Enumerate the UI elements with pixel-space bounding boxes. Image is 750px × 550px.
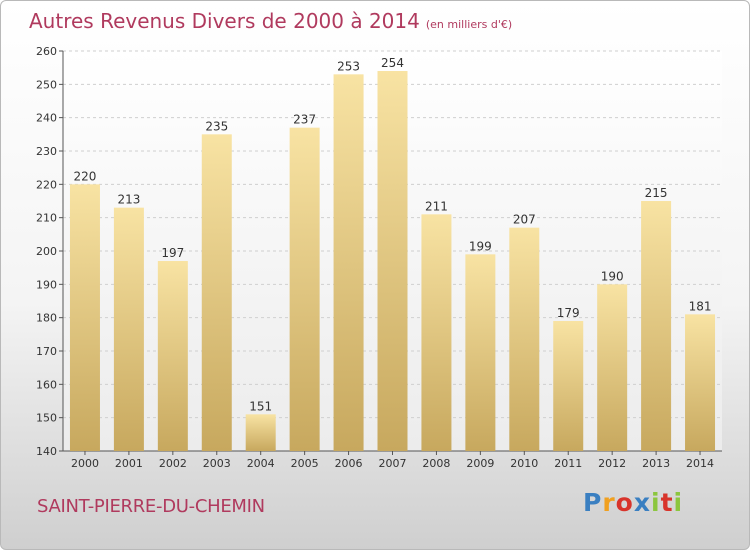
bar-2006 [333, 74, 364, 451]
logo-letter: t [660, 488, 674, 517]
x-tick-label-2009: 2009 [466, 457, 494, 470]
bar-2013 [641, 201, 672, 451]
logo-letter: i [651, 488, 661, 517]
value-label-2013: 215 [645, 186, 668, 200]
x-tick-label-2011: 2011 [554, 457, 582, 470]
value-label-2003: 235 [205, 119, 228, 133]
x-tick-label-2007: 2007 [379, 457, 407, 470]
value-label-2004: 151 [249, 399, 272, 413]
title-unit: (en milliers d'€) [425, 18, 513, 31]
y-tick-label: 150 [36, 412, 57, 425]
value-label-2006: 253 [337, 59, 360, 73]
y-tick-label: 230 [36, 145, 57, 158]
bar-2004 [245, 414, 276, 451]
x-tick-label-2001: 2001 [115, 457, 143, 470]
bar-2012 [597, 284, 628, 451]
x-tick-label-2014: 2014 [686, 457, 714, 470]
value-label-2002: 197 [161, 246, 184, 260]
proxiti-logo: Proxiti [583, 488, 683, 517]
value-label-2010: 207 [513, 213, 536, 227]
x-tick-label-2013: 2013 [642, 457, 670, 470]
bar-2002 [157, 261, 188, 451]
value-label-2009: 199 [469, 239, 492, 253]
y-tick-label: 140 [36, 445, 57, 458]
value-label-2001: 213 [117, 193, 140, 207]
logo-letter: o [615, 488, 634, 517]
y-tick-label: 210 [36, 212, 57, 225]
x-tick-label-2004: 2004 [247, 457, 275, 470]
logo-letter: r [602, 488, 616, 517]
y-tick-label: 240 [36, 112, 57, 125]
value-label-2014: 181 [689, 299, 712, 313]
y-tick-label: 220 [36, 178, 57, 191]
y-tick-label: 250 [36, 78, 57, 91]
bar-2001 [113, 207, 144, 451]
bar-2014 [685, 314, 716, 451]
bar-2009 [465, 254, 496, 451]
x-tick-label-2002: 2002 [159, 457, 187, 470]
bar-2005 [289, 127, 320, 452]
y-tick-label: 190 [36, 278, 57, 291]
x-tick-label-2003: 2003 [203, 457, 231, 470]
value-label-2007: 254 [381, 56, 404, 70]
value-label-2005: 237 [293, 113, 316, 127]
logo-letter: x [633, 488, 651, 517]
x-tick-label-2000: 2000 [71, 457, 99, 470]
x-tick-label-2005: 2005 [291, 457, 319, 470]
y-tick-label: 200 [36, 245, 57, 258]
y-tick-label: 170 [36, 345, 57, 358]
bar-2008 [421, 214, 452, 451]
value-label-2012: 190 [601, 269, 624, 283]
bar-2000 [69, 184, 100, 452]
y-tick-label: 160 [36, 378, 57, 391]
logo-letter: P [583, 488, 603, 517]
y-tick-label: 180 [36, 312, 57, 325]
value-label-2008: 211 [425, 199, 448, 213]
bar-2007 [377, 71, 408, 451]
y-tick-label: 260 [36, 45, 57, 58]
logo-letter: i [673, 488, 684, 517]
x-tick-label-2006: 2006 [335, 457, 363, 470]
title-text: Autres Revenus Divers de 2000 à 2014 [29, 9, 420, 33]
place-name: SAINT-PIERRE-DU-CHEMIN [37, 496, 265, 517]
value-label-2000: 220 [74, 169, 97, 183]
x-tick-label-2012: 2012 [598, 457, 626, 470]
bar-2010 [509, 227, 540, 451]
value-label-2011: 179 [557, 306, 580, 320]
x-tick-label-2010: 2010 [510, 457, 538, 470]
chart-title: Autres Revenus Divers de 2000 à 2014 (en … [29, 9, 512, 33]
x-tick-label-2008: 2008 [422, 457, 450, 470]
bar-2011 [553, 321, 584, 451]
bar-2003 [201, 134, 232, 452]
